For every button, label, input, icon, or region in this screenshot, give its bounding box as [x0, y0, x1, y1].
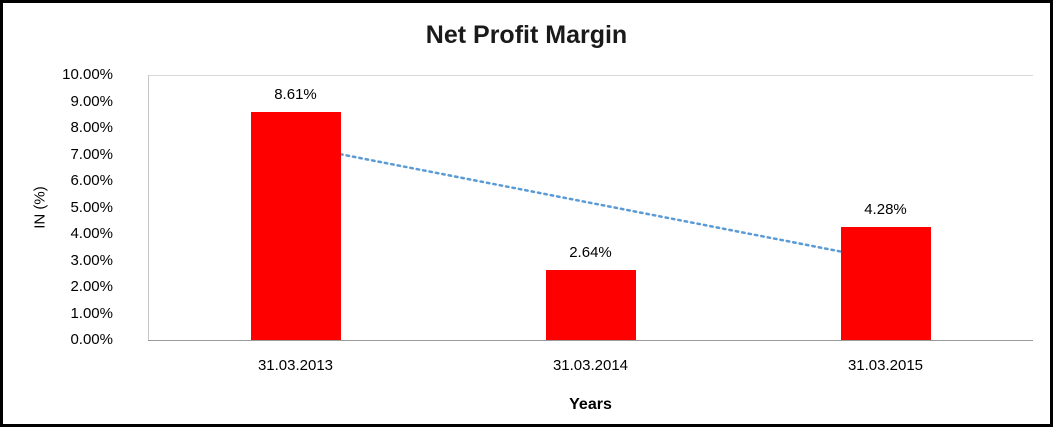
bar-data-label: 4.28% — [864, 200, 907, 218]
y-axis-line — [148, 75, 149, 340]
y-tick-label: 10.00% — [62, 66, 113, 83]
y-tick-label: 7.00% — [70, 145, 113, 163]
bar-31.03.2014 — [545, 270, 636, 340]
bar-data-label: 8.61% — [274, 85, 317, 103]
trendline-segment — [294, 144, 887, 262]
x-tick-label: 31.03.2015 — [847, 357, 924, 374]
y-tick-label: 2.00% — [70, 278, 113, 295]
bar-data-label: 2.64% — [569, 244, 612, 262]
bar-31.03.2013 — [250, 111, 341, 340]
bar-31.03.2015 — [840, 226, 931, 340]
gridline-top — [148, 75, 1033, 76]
x-axis-title: Years — [569, 396, 612, 413]
x-tick-label: 31.03.2013 — [257, 357, 334, 374]
y-tick-label: 5.00% — [70, 198, 113, 216]
y-tick-label: 4.00% — [70, 225, 113, 242]
x-axis-line — [148, 340, 1033, 341]
y-tick-label: 8.00% — [70, 119, 113, 136]
y-tick-label: 3.00% — [70, 251, 113, 269]
y-tick-label: 6.00% — [70, 172, 113, 189]
x-tick-label: 31.03.2014 — [552, 357, 629, 374]
y-tick-label: 9.00% — [70, 92, 113, 110]
chart-title: Net Profit Margin — [425, 21, 628, 49]
y-tick-label: 1.00% — [70, 304, 113, 322]
y-tick-label: 0.00% — [70, 331, 113, 348]
